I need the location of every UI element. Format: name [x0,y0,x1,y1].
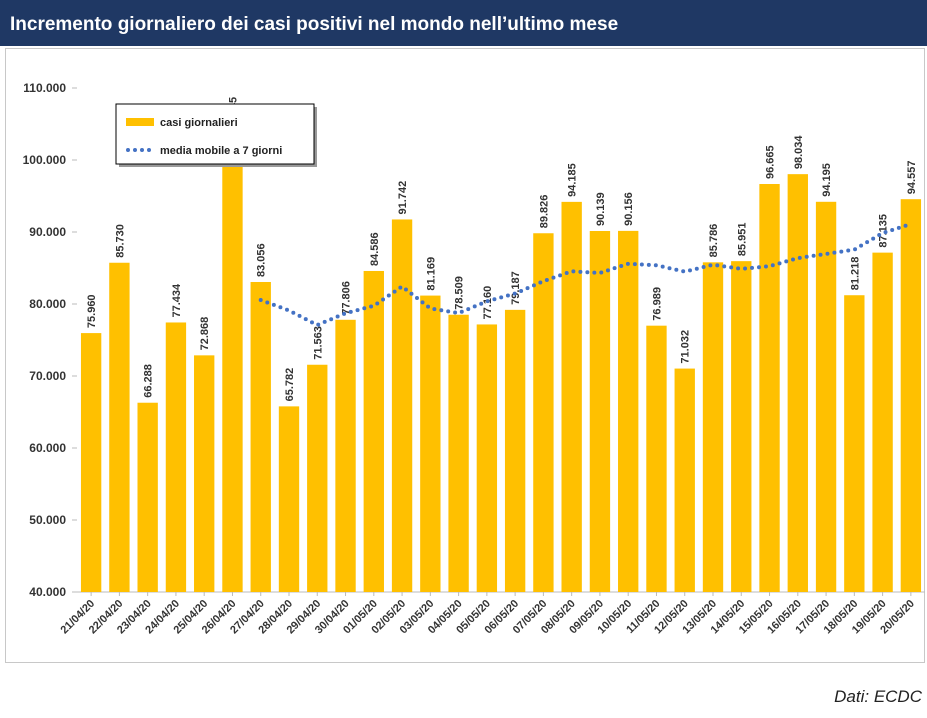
value-label: 71.563 [312,326,324,360]
bar [194,355,215,592]
value-label: 77.434 [171,283,183,318]
bar [646,325,667,592]
value-label: 71.032 [680,330,692,364]
value-label: 77.806 [341,281,353,315]
bar [109,262,130,592]
y-tick-label: 100.000 [23,153,67,167]
value-label: 84.586 [369,232,381,266]
value-label: 81.169 [425,257,437,291]
value-label: 76.989 [651,287,663,321]
y-tick-label: 110.000 [23,81,66,95]
bar [787,174,808,592]
bar [702,262,724,592]
bar [307,364,328,592]
value-label: 85.951 [736,222,748,256]
y-tick-label: 60.000 [29,441,66,455]
value-label: 75.960 [86,294,98,328]
value-label: 83.056 [256,243,268,277]
bar [900,199,922,592]
bar [476,324,498,592]
chart-title: Incremento giornaliero dei casi positivi… [10,14,618,35]
moving-average-line [258,222,913,328]
bar [250,281,271,592]
bar [504,309,526,592]
bar [335,319,356,592]
y-tick-label: 50.000 [29,513,66,527]
value-label: 96.665 [765,145,777,179]
bar [759,184,780,592]
bar [363,270,384,592]
bar [165,322,187,592]
legend-label: media mobile a 7 giorni [160,145,282,157]
legend-swatch [126,118,154,126]
header-bar [0,0,927,46]
bar [674,368,695,592]
value-label: 94.185 [567,163,579,197]
legend-box [115,103,315,165]
value-label: 79.187 [510,271,522,305]
value-label: 85.786 [708,224,720,258]
y-tick-label: 80.000 [29,297,66,311]
value-label: 90.139 [595,192,607,226]
value-label: 90.156 [623,192,635,226]
source-note: Dati: ECDC [834,687,923,706]
bar [420,295,441,592]
value-label: 85.730 [114,224,126,258]
legend-label: casi giornalieri [160,117,238,129]
bar [561,201,582,593]
y-tick-label: 90.000 [29,225,66,239]
value-label: 91.742 [397,181,409,215]
bar [618,230,639,592]
value-label: 65.782 [284,368,296,402]
bar [844,295,865,592]
bar [731,261,752,592]
y-tick-label: 40.000 [29,585,66,599]
bar [872,252,893,593]
bar [137,402,158,592]
bar [222,141,243,592]
bar [589,230,611,592]
value-label: 81.218 [849,257,861,291]
chart-frame [5,48,925,663]
value-label: 72.868 [199,317,211,351]
value-label: 66.288 [143,364,155,398]
bar [815,201,837,592]
bar [278,406,300,592]
value-label: 94.195 [821,163,833,197]
bar [448,314,469,592]
value-label: 78.509 [454,276,466,310]
value-label: 89.826 [538,195,550,229]
value-label: 94.557 [906,161,918,195]
bar [391,219,413,593]
value-label: 87.135 [878,214,890,248]
bar [80,333,102,592]
y-tick-label: 70.000 [29,369,66,383]
bar [533,233,554,592]
value-label: 98.034 [793,135,805,170]
